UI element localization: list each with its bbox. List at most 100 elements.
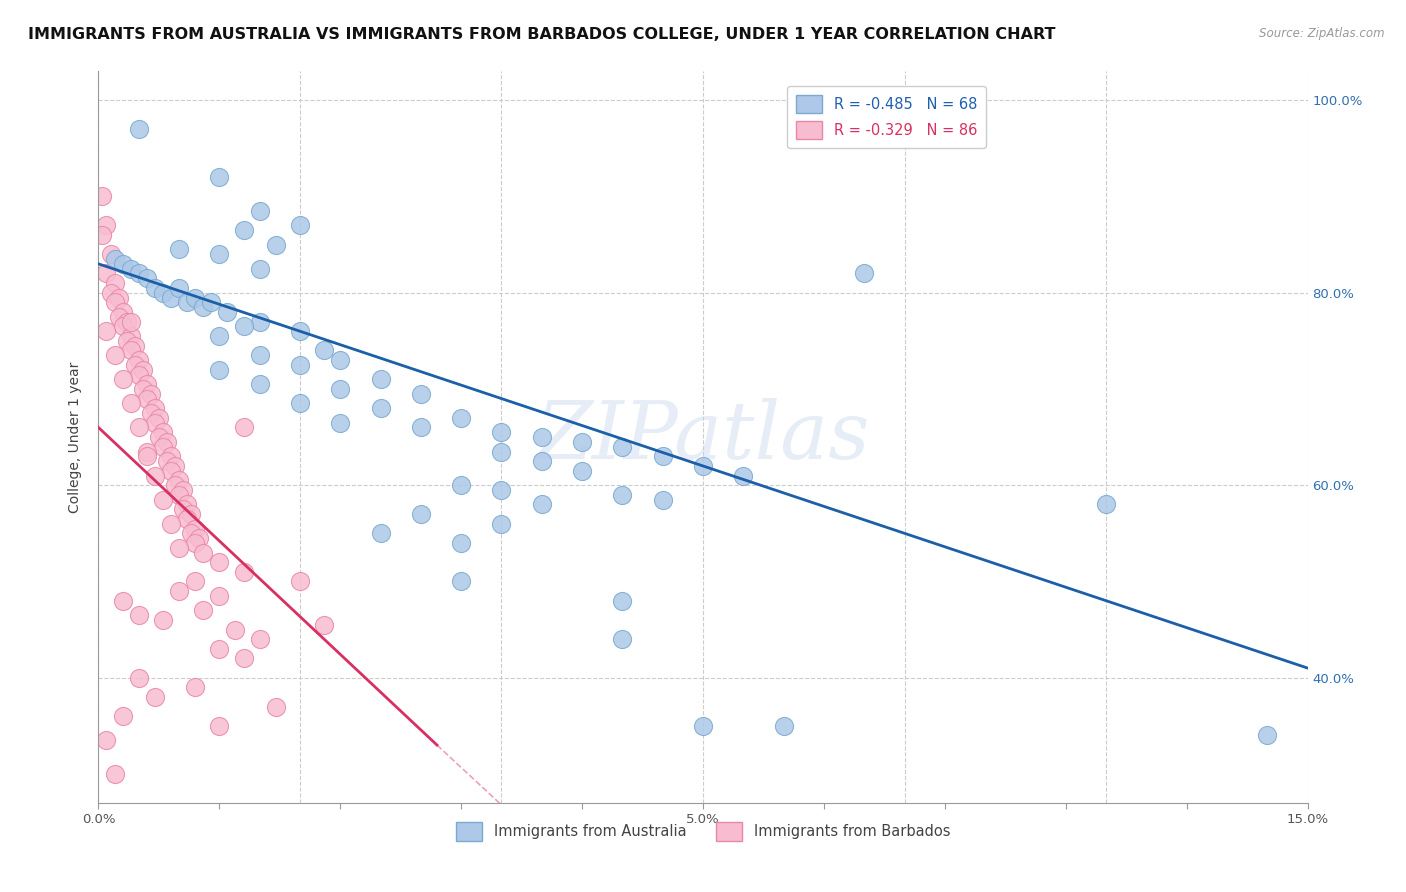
- Point: [176, 295, 198, 310]
- Point: [143, 401, 166, 416]
- Point: [232, 565, 254, 579]
- Point: [208, 170, 231, 185]
- Point: [103, 295, 125, 310]
- Point: [120, 343, 142, 358]
- Point: [184, 291, 207, 305]
- Point: [450, 574, 472, 589]
- Point: [530, 498, 553, 512]
- Point: [160, 464, 183, 478]
- Point: [124, 358, 146, 372]
- Point: [370, 401, 392, 416]
- Point: [120, 329, 142, 343]
- Point: [491, 516, 513, 531]
- Point: [853, 267, 876, 281]
- Point: [264, 699, 287, 714]
- Point: [128, 353, 150, 368]
- Point: [124, 339, 146, 353]
- Point: [180, 507, 202, 521]
- Point: [249, 348, 271, 362]
- Point: [103, 767, 125, 781]
- Point: [612, 488, 634, 502]
- Point: [152, 440, 174, 454]
- Point: [100, 285, 122, 300]
- Y-axis label: College, Under 1 year: College, Under 1 year: [69, 361, 83, 513]
- Point: [135, 444, 157, 458]
- Point: [139, 386, 162, 401]
- Point: [208, 247, 231, 261]
- Point: [692, 458, 714, 473]
- Point: [167, 474, 190, 488]
- Point: [156, 434, 179, 449]
- Point: [370, 372, 392, 386]
- Point: [208, 555, 231, 569]
- Text: ZIPatlas: ZIPatlas: [536, 399, 870, 475]
- Point: [651, 450, 673, 464]
- Point: [135, 392, 157, 406]
- Point: [208, 589, 231, 603]
- Point: [128, 671, 150, 685]
- Point: [115, 315, 138, 329]
- Point: [288, 574, 311, 589]
- Point: [103, 276, 125, 290]
- Point: [188, 531, 211, 545]
- Point: [612, 593, 634, 607]
- Point: [167, 243, 190, 257]
- Point: [314, 343, 336, 358]
- Point: [329, 382, 352, 396]
- Point: [96, 267, 118, 281]
- Point: [409, 420, 432, 434]
- Point: [1256, 728, 1278, 742]
- Point: [148, 430, 170, 444]
- Point: [249, 203, 271, 218]
- Point: [288, 396, 311, 410]
- Point: [288, 358, 311, 372]
- Point: [128, 122, 150, 136]
- Point: [184, 521, 207, 535]
- Point: [152, 492, 174, 507]
- Point: [160, 516, 183, 531]
- Point: [107, 291, 129, 305]
- Point: [249, 632, 271, 647]
- Point: [249, 377, 271, 392]
- Point: [491, 483, 513, 497]
- Point: [184, 536, 207, 550]
- Point: [1095, 498, 1118, 512]
- Point: [450, 478, 472, 492]
- Point: [167, 488, 190, 502]
- Point: [249, 315, 271, 329]
- Point: [232, 319, 254, 334]
- Point: [152, 613, 174, 627]
- Point: [111, 257, 134, 271]
- Point: [135, 377, 157, 392]
- Point: [128, 608, 150, 623]
- Point: [132, 362, 155, 376]
- Point: [249, 261, 271, 276]
- Point: [115, 334, 138, 348]
- Point: [491, 444, 513, 458]
- Point: [143, 468, 166, 483]
- Point: [612, 632, 634, 647]
- Point: [193, 603, 215, 617]
- Point: [111, 305, 134, 319]
- Point: [772, 719, 794, 733]
- Point: [103, 348, 125, 362]
- Point: [571, 464, 593, 478]
- Point: [208, 362, 231, 376]
- Point: [208, 329, 231, 343]
- Point: [450, 536, 472, 550]
- Point: [103, 252, 125, 266]
- Point: [288, 324, 311, 338]
- Point: [200, 295, 222, 310]
- Point: [409, 507, 432, 521]
- Point: [91, 227, 114, 242]
- Point: [120, 396, 142, 410]
- Point: [111, 593, 134, 607]
- Point: [264, 237, 287, 252]
- Point: [692, 719, 714, 733]
- Point: [232, 420, 254, 434]
- Point: [314, 617, 336, 632]
- Point: [111, 709, 134, 723]
- Point: [288, 219, 311, 233]
- Point: [132, 382, 155, 396]
- Point: [184, 574, 207, 589]
